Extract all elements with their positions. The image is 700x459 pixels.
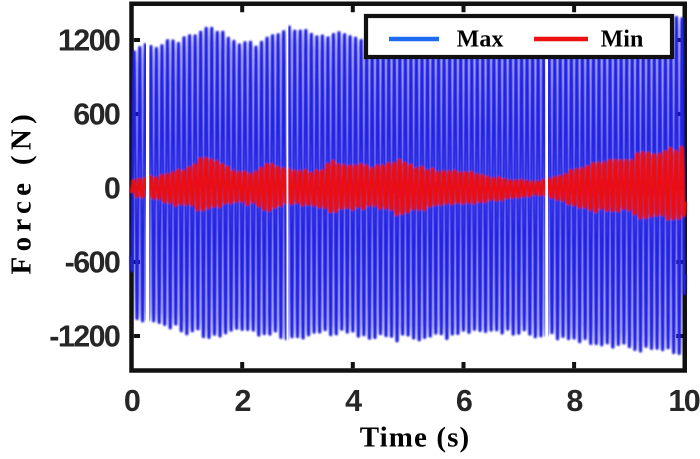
svg-text:6: 6 — [456, 384, 472, 418]
svg-text:-1200: -1200 — [49, 320, 120, 354]
svg-text:4: 4 — [345, 384, 362, 418]
svg-text:0: 0 — [124, 384, 140, 418]
svg-text:Time (s): Time (s) — [360, 422, 471, 454]
svg-text:-600: -600 — [65, 246, 120, 280]
svg-text:10: 10 — [668, 384, 699, 418]
svg-text:2: 2 — [235, 384, 251, 418]
svg-text:0: 0 — [104, 172, 120, 206]
svg-text:Min: Min — [601, 27, 644, 53]
svg-text:8: 8 — [566, 384, 583, 418]
svg-text:Force (N): Force (N) — [6, 109, 38, 275]
svg-text:Max: Max — [457, 27, 504, 53]
svg-text:600: 600 — [73, 98, 120, 132]
svg-text:1200: 1200 — [58, 24, 120, 58]
